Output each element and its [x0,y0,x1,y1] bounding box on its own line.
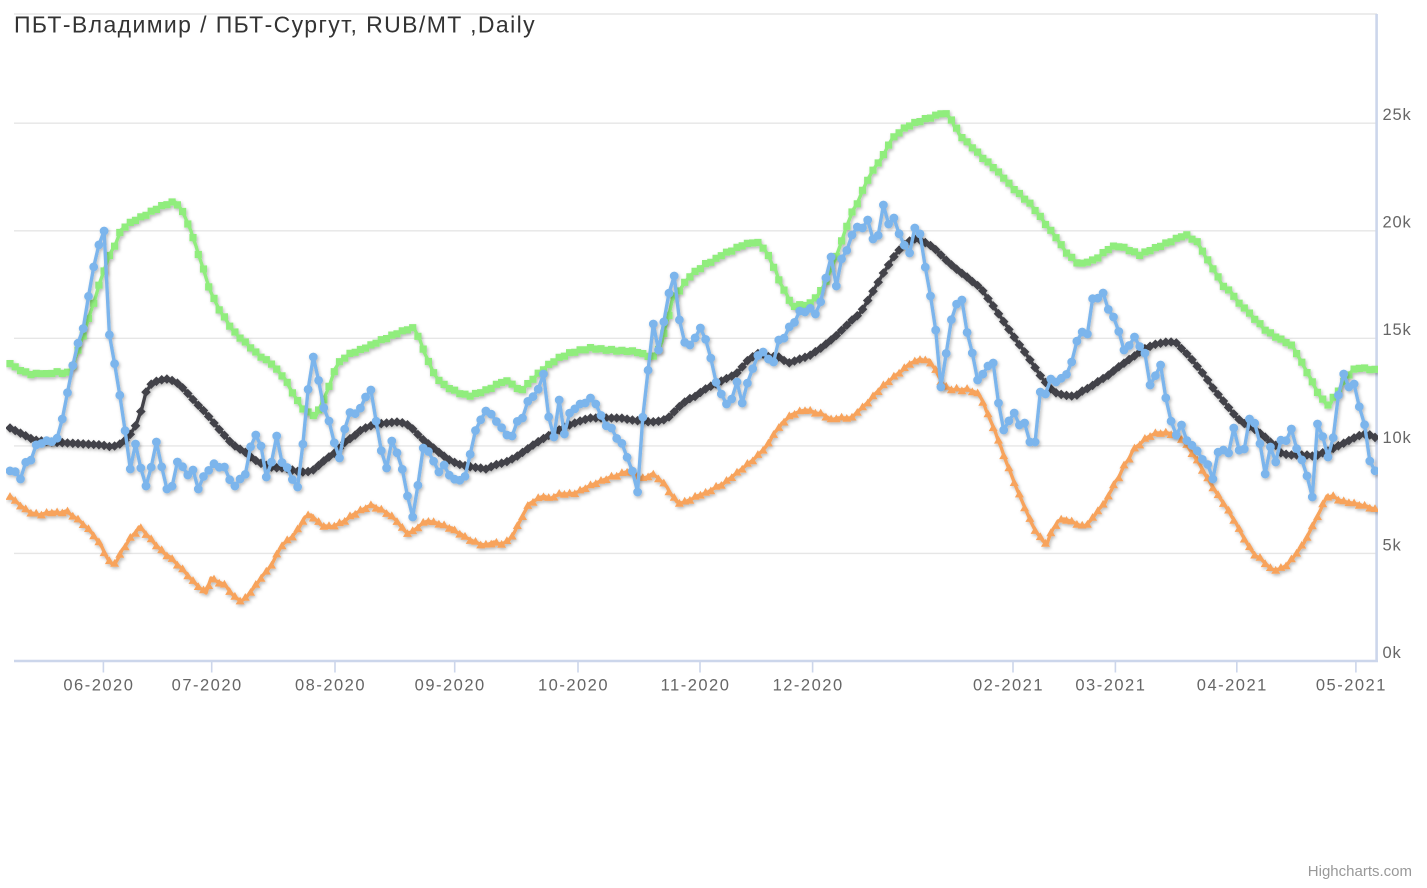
svg-text:02-2021: 02-2021 [973,677,1044,695]
svg-text:5k: 5k [1383,536,1402,554]
svg-text:04-2021: 04-2021 [1197,677,1268,695]
svg-text:06-2020: 06-2020 [63,677,134,695]
svg-text:07-2020: 07-2020 [172,677,243,695]
svg-text:10k: 10k [1383,429,1412,447]
svg-text:15k: 15k [1383,321,1412,339]
svg-text:Highcharts.com: Highcharts.com [1308,863,1412,880]
svg-text:03-2021: 03-2021 [1075,677,1146,695]
svg-text:ПБТ-Владимир / ПБТ-Сургут, RUB: ПБТ-Владимир / ПБТ-Сургут, RUB/MT ,Daily [14,12,536,38]
svg-text:05-2021: 05-2021 [1316,677,1387,695]
svg-text:20k: 20k [1383,214,1412,232]
svg-text:0k: 0k [1383,644,1402,662]
svg-text:10-2020: 10-2020 [538,677,609,695]
svg-text:11-2020: 11-2020 [661,677,731,695]
svg-text:08-2020: 08-2020 [295,677,366,695]
svg-text:12-2020: 12-2020 [773,677,844,695]
svg-text:25k: 25k [1383,106,1412,124]
svg-text:09-2020: 09-2020 [415,677,486,695]
